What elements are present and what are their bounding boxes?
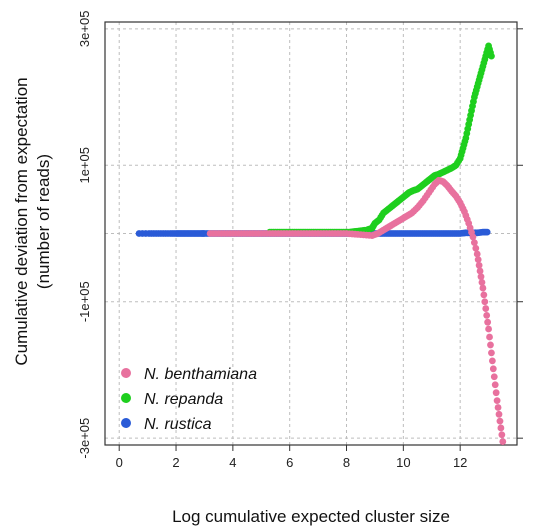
x-axis: 0 2 4 6 8 10 12 [116,445,467,470]
y-tick-label: -3e+05 [77,418,92,459]
data-point-fill [492,389,500,397]
data-point-fill [475,261,483,269]
data-point [476,267,484,275]
plot-area [104,21,518,446]
data-point-fill [483,311,491,319]
data-point-fill [472,244,480,252]
data-point [496,417,504,425]
data-point-fill [498,431,506,439]
data-point [482,305,490,312]
data-point [488,52,495,60]
data-point [473,250,481,258]
data-point [488,349,495,357]
y-tick-label: 1e+05 [77,147,92,184]
x-tick-label: 6 [286,455,293,470]
x-tick-label: 2 [172,455,179,470]
y-tick-label: 3e+05 [77,11,92,48]
series-n-benthamiana [206,176,507,445]
legend: N. benthamiana N. repanda N. rustica [121,366,257,433]
data-point-fill [488,357,496,365]
data-point-fill [480,291,488,299]
data-point-fill [495,410,503,418]
data-point [469,233,477,241]
x-tick-label: 8 [343,455,350,470]
data-point [485,325,492,333]
legend-label: N. benthamiana [144,366,257,383]
y-axis: -3e+05 -1e+05 1e+05 3e+05 [77,11,523,459]
data-point-fill [494,404,502,411]
data-point-fill [497,424,505,432]
x-axis-label: Log cumulative expected cluster size [172,507,450,526]
data-point [483,228,491,236]
data-points [135,42,507,445]
data-point [499,438,507,445]
x-tick-label: 0 [116,455,123,470]
legend-marker [121,418,131,428]
data-point-fill [489,365,497,373]
data-point-fill [470,239,478,246]
y-axis-label-line2: (number of reads) [34,154,53,289]
data-point-fill [478,278,486,286]
x-tick-label: 4 [229,455,236,470]
data-point-fill [491,381,499,389]
data-point [479,284,487,292]
data-point-fill [481,298,489,306]
x-tick-label: 12 [453,455,467,470]
y-axis-label-line1: Cumulative deviation from expectation [12,77,31,365]
data-point [490,373,498,381]
legend-marker [121,393,131,403]
data-point-fill [487,341,494,349]
data-point-fill [486,333,493,341]
legend-marker [121,368,131,378]
data-point-fill [484,318,492,326]
legend-label: N. rustica [144,416,212,433]
data-point [493,397,501,405]
legend-label: N. repanda [144,391,223,408]
data-point-fill [477,273,485,281]
y-tick-label: -1e+05 [77,281,92,322]
x-tick-label: 10 [396,455,410,470]
data-point-fill [474,256,482,264]
